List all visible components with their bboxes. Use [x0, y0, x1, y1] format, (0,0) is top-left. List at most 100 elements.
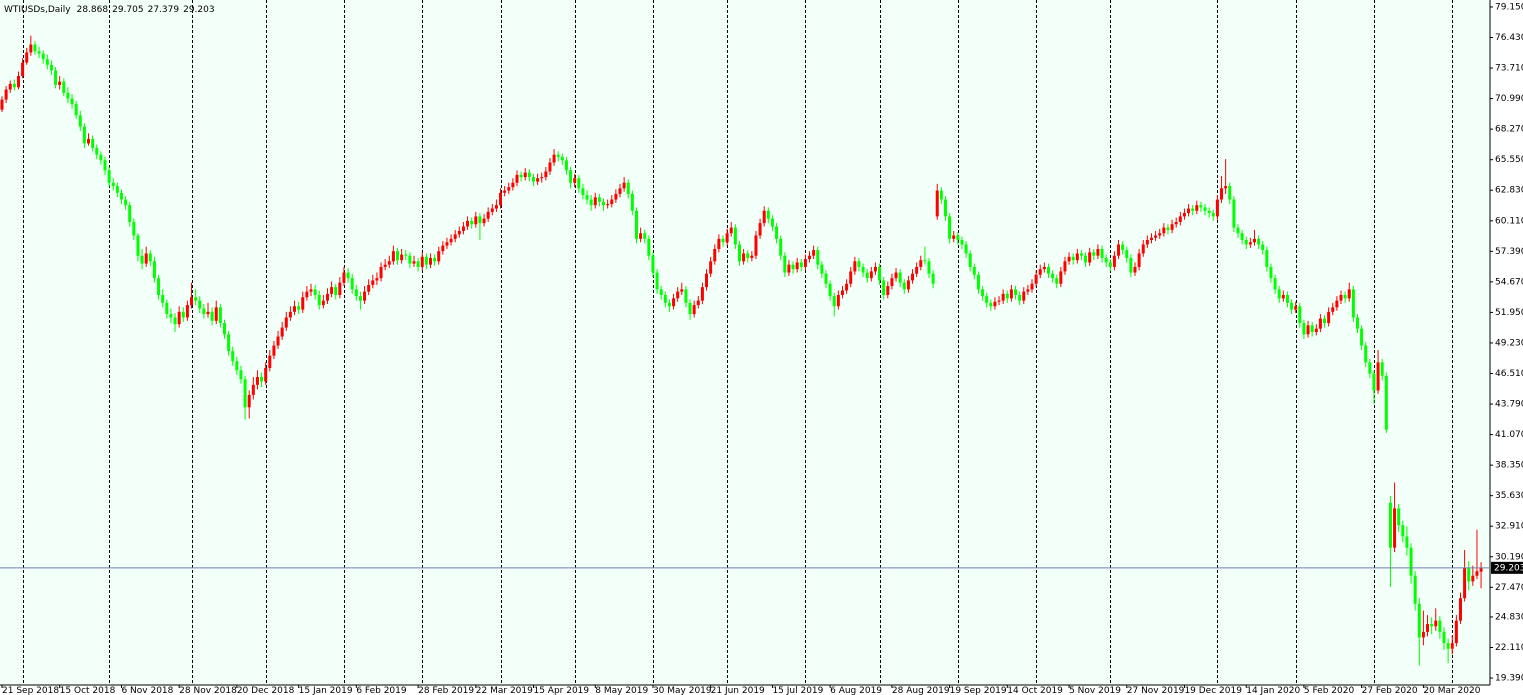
candle-body — [66, 92, 70, 99]
candle-body — [1442, 631, 1446, 644]
candle-body — [552, 154, 556, 163]
candle-body — [387, 261, 391, 265]
candle-body — [927, 261, 931, 274]
x-tick-label: 5 Feb 2020 — [1304, 686, 1355, 695]
candle-body — [371, 280, 375, 285]
candle-body — [869, 271, 873, 279]
candle-body — [1343, 294, 1347, 299]
candle-body — [503, 190, 507, 193]
candle-body — [589, 199, 593, 206]
symbol: WTIUSDs,Daily — [4, 5, 71, 15]
candle-body — [1191, 208, 1195, 211]
candle-body — [680, 289, 684, 292]
x-tick-label: 22 Mar 2019 — [476, 686, 533, 695]
candle-body — [688, 302, 692, 315]
candle-body — [840, 290, 844, 295]
candle-body — [1339, 294, 1343, 301]
candle-body — [103, 160, 107, 171]
candle-body — [849, 271, 853, 284]
candle-body — [461, 226, 465, 231]
candle-body — [1347, 289, 1351, 299]
candle-body — [1236, 227, 1240, 234]
candle-body — [264, 367, 268, 382]
candle-body — [1401, 525, 1405, 537]
candle-body — [478, 216, 482, 224]
candle-body — [713, 248, 717, 262]
candle-body — [41, 53, 45, 60]
candle-body — [342, 272, 346, 283]
candle-body — [1009, 289, 1013, 299]
candle-body — [696, 300, 700, 306]
candle-body — [943, 199, 947, 217]
candle-body — [968, 253, 972, 267]
candle-body — [527, 172, 531, 178]
candle-body — [457, 230, 461, 235]
candle-body — [812, 250, 816, 256]
candle-body — [519, 174, 523, 178]
candle-body — [1104, 257, 1108, 263]
y-tick-label: 57.390 — [1495, 247, 1523, 257]
candle-body — [1042, 266, 1046, 270]
candle-body — [330, 287, 334, 294]
candle-body — [1248, 242, 1252, 245]
candle-body — [4, 89, 8, 100]
candle-body — [124, 199, 128, 206]
x-tick-label: 21 Sep 2018 — [2, 686, 59, 695]
candle-body — [408, 255, 412, 264]
candle-body — [1454, 620, 1458, 644]
candle-body — [560, 156, 564, 161]
candle-body — [1244, 239, 1248, 245]
candle-body — [268, 355, 272, 368]
candle-body — [185, 305, 189, 318]
candle-body — [606, 204, 610, 206]
candle-body — [136, 235, 140, 256]
candle-body — [742, 253, 746, 262]
candle-body — [1310, 325, 1314, 333]
candle-body — [1421, 631, 1425, 638]
candle-body — [1174, 222, 1178, 225]
candle-body — [729, 227, 733, 234]
x-tick-label: 6 Feb 2019 — [356, 686, 407, 695]
candle-body — [643, 233, 647, 239]
y-tick-label: 65.550 — [1495, 155, 1523, 165]
candle-body — [470, 220, 474, 225]
candle-body — [1149, 237, 1153, 240]
candle-body — [128, 205, 132, 223]
candle-body — [655, 272, 659, 290]
x-tick-label: 6 Nov 2018 — [121, 686, 173, 695]
candle-body — [1351, 289, 1355, 318]
candle-body — [420, 256, 424, 267]
candle-body — [1030, 283, 1034, 290]
candle-body — [499, 192, 503, 206]
candle-body — [1257, 238, 1261, 245]
candle-body — [437, 251, 441, 262]
candle-body — [1467, 567, 1471, 582]
candle-body — [1211, 213, 1215, 217]
candle-body — [313, 289, 317, 295]
candle-body — [1178, 216, 1182, 223]
x-tick-label: 8 May 2019 — [595, 686, 648, 695]
y-tick-label: 38.350 — [1495, 461, 1523, 471]
candle-body — [272, 345, 276, 356]
candle-body — [906, 280, 910, 290]
candle-body — [1129, 257, 1133, 273]
y-tick-label: 24.830 — [1495, 612, 1523, 622]
candle-body — [334, 287, 338, 295]
candle-body — [853, 261, 857, 272]
y-tick-label: 41.070 — [1495, 430, 1523, 440]
candle-body — [593, 197, 597, 206]
y-tick-label: 79.150 — [1495, 2, 1523, 12]
candle-body — [1084, 255, 1088, 263]
candle-body — [610, 199, 614, 205]
candle-body — [700, 287, 704, 301]
candle-body — [1117, 244, 1121, 256]
candle-body — [597, 197, 601, 202]
candle-body — [733, 227, 737, 245]
candle-body — [531, 177, 535, 182]
y-tick-label: 68.270 — [1495, 125, 1523, 135]
candle-body — [1450, 643, 1454, 649]
x-tick-label: 19 Sep 2019 — [950, 686, 1007, 695]
candle-body — [602, 201, 606, 206]
candle-body — [540, 177, 544, 179]
